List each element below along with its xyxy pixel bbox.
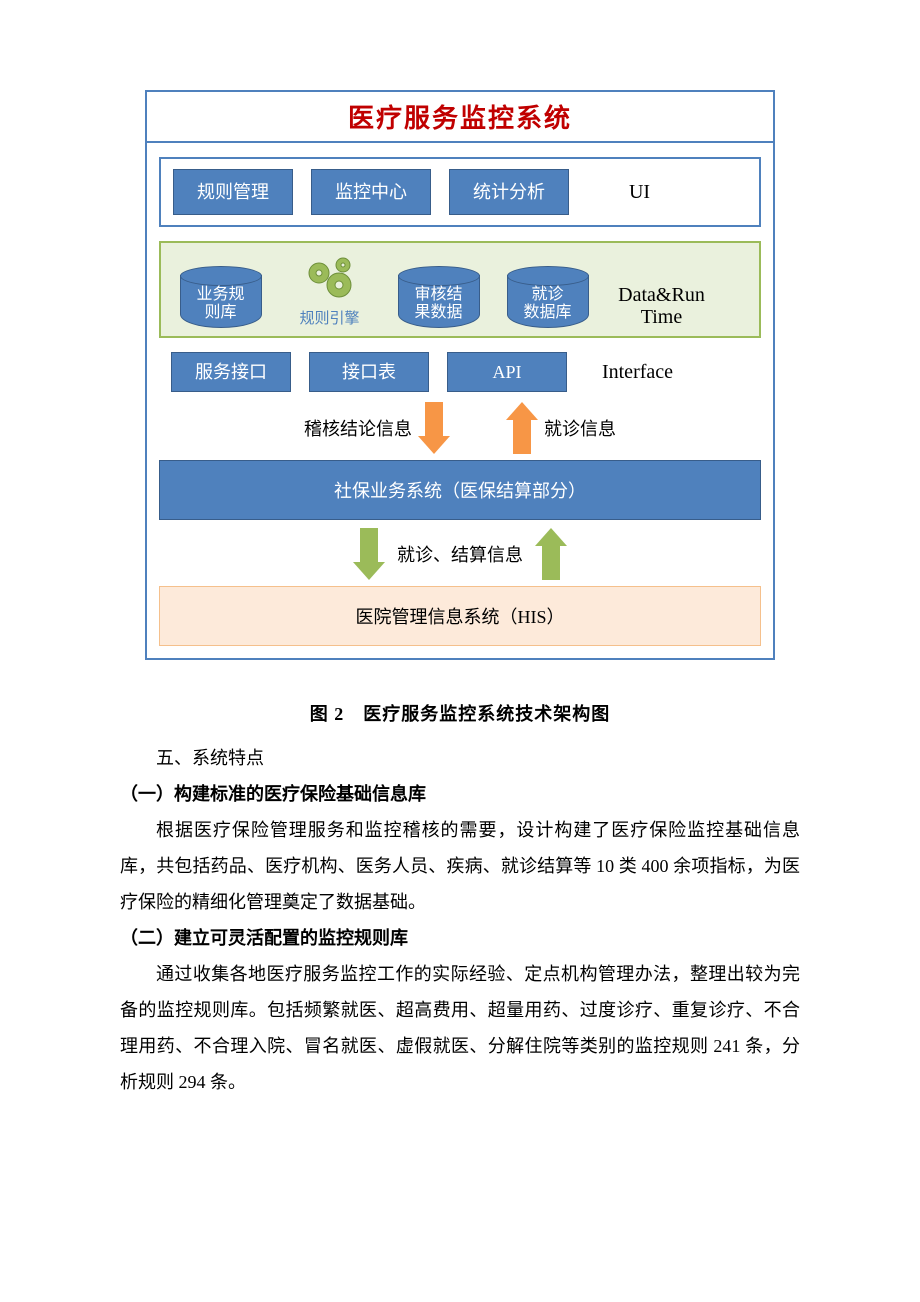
db-audit-result: 审核结 果数据 (391, 266, 486, 328)
figure-caption: 图 2 医疗服务监控系统技术架构图 (120, 700, 800, 726)
cylinder-icon: 就诊 数据库 (507, 266, 589, 328)
cylinder-icon: 审核结 果数据 (398, 266, 480, 328)
document-page: 医疗服务监控系统 规则管理 监控中心 统计分析 UI 业务规 则库 (0, 0, 920, 1160)
arrow-right-label: 就诊信息 (544, 415, 616, 441)
gear-icon (289, 253, 371, 305)
arrow-up-icon (508, 402, 536, 454)
data-layer-row: 业务规 则库 (159, 241, 761, 338)
db-visit: 就诊 数据库 (500, 266, 595, 328)
body-text: 五、系统特点 （一）构建标准的医疗保险基础信息库 根据医疗保险管理服务和监控稽核… (120, 740, 800, 1100)
diagram-outer-box: 医疗服务监控系统 规则管理 监控中心 统计分析 UI 业务规 则库 (145, 90, 775, 660)
his-system-bar: 医院管理信息系统（HIS） (159, 586, 761, 646)
iface-service: 服务接口 (171, 352, 291, 392)
arrow-left-label: 稽核结论信息 (304, 415, 412, 441)
cylinder-icon: 业务规 则库 (180, 266, 262, 328)
orange-arrows-row: 稽核结论信息 就诊信息 (147, 402, 773, 454)
ui-layer-row: 规则管理 监控中心 统计分析 UI (159, 157, 761, 227)
arrow-visit-info: 就诊信息 (508, 402, 616, 454)
rule-engine: 规则引擎 (282, 253, 377, 328)
paragraph-2: 通过收集各地医疗服务监控工作的实际经验、定点机构管理办法，整理出较为完备的监控规… (120, 956, 800, 1100)
green-arrow-label: 就诊、结算信息 (397, 541, 523, 567)
ui-layer: 规则管理 监控中心 统计分析 UI (159, 157, 761, 227)
green-arrows-row: 就诊、结算信息 (147, 528, 773, 580)
architecture-diagram: 医疗服务监控系统 规则管理 监控中心 统计分析 UI 业务规 则库 (145, 90, 775, 660)
data-layer: 业务规 则库 (159, 241, 761, 338)
ui-box-stats: 统计分析 (449, 169, 569, 215)
social-insurance-system-bar: 社保业务系统（医保结算部分） (159, 460, 761, 520)
arrow-audit-info: 稽核结论信息 (304, 402, 448, 454)
subsection-2-heading: （二）建立可灵活配置的监控规则库 (120, 920, 800, 956)
arrow-down-icon (355, 528, 383, 580)
interface-layer: 服务接口 接口表 API Interface (159, 352, 761, 392)
arrow-down-icon (420, 402, 448, 454)
ui-box-rules: 规则管理 (173, 169, 293, 215)
arrow-up-icon (537, 528, 565, 580)
iface-api: API (447, 352, 567, 392)
interface-layer-label: Interface (585, 361, 690, 383)
db-business-rules: 业务规 则库 (173, 266, 268, 328)
rule-engine-caption: 规则引擎 (299, 307, 359, 328)
data-layer-label: Data&Run Time (609, 284, 714, 328)
interface-row: 服务接口 接口表 API Interface (159, 352, 761, 392)
ui-box-monitor: 监控中心 (311, 169, 431, 215)
diagram-title: 医疗服务监控系统 (147, 92, 773, 143)
paragraph-1: 根据医疗保险管理服务和监控稽核的需要，设计构建了医疗保险监控基础信息库，共包括药… (120, 812, 800, 920)
ui-layer-label: UI (587, 181, 692, 203)
iface-table: 接口表 (309, 352, 429, 392)
section-5-heading: 五、系统特点 (120, 740, 800, 776)
subsection-1-heading: （一）构建标准的医疗保险基础信息库 (120, 776, 800, 812)
